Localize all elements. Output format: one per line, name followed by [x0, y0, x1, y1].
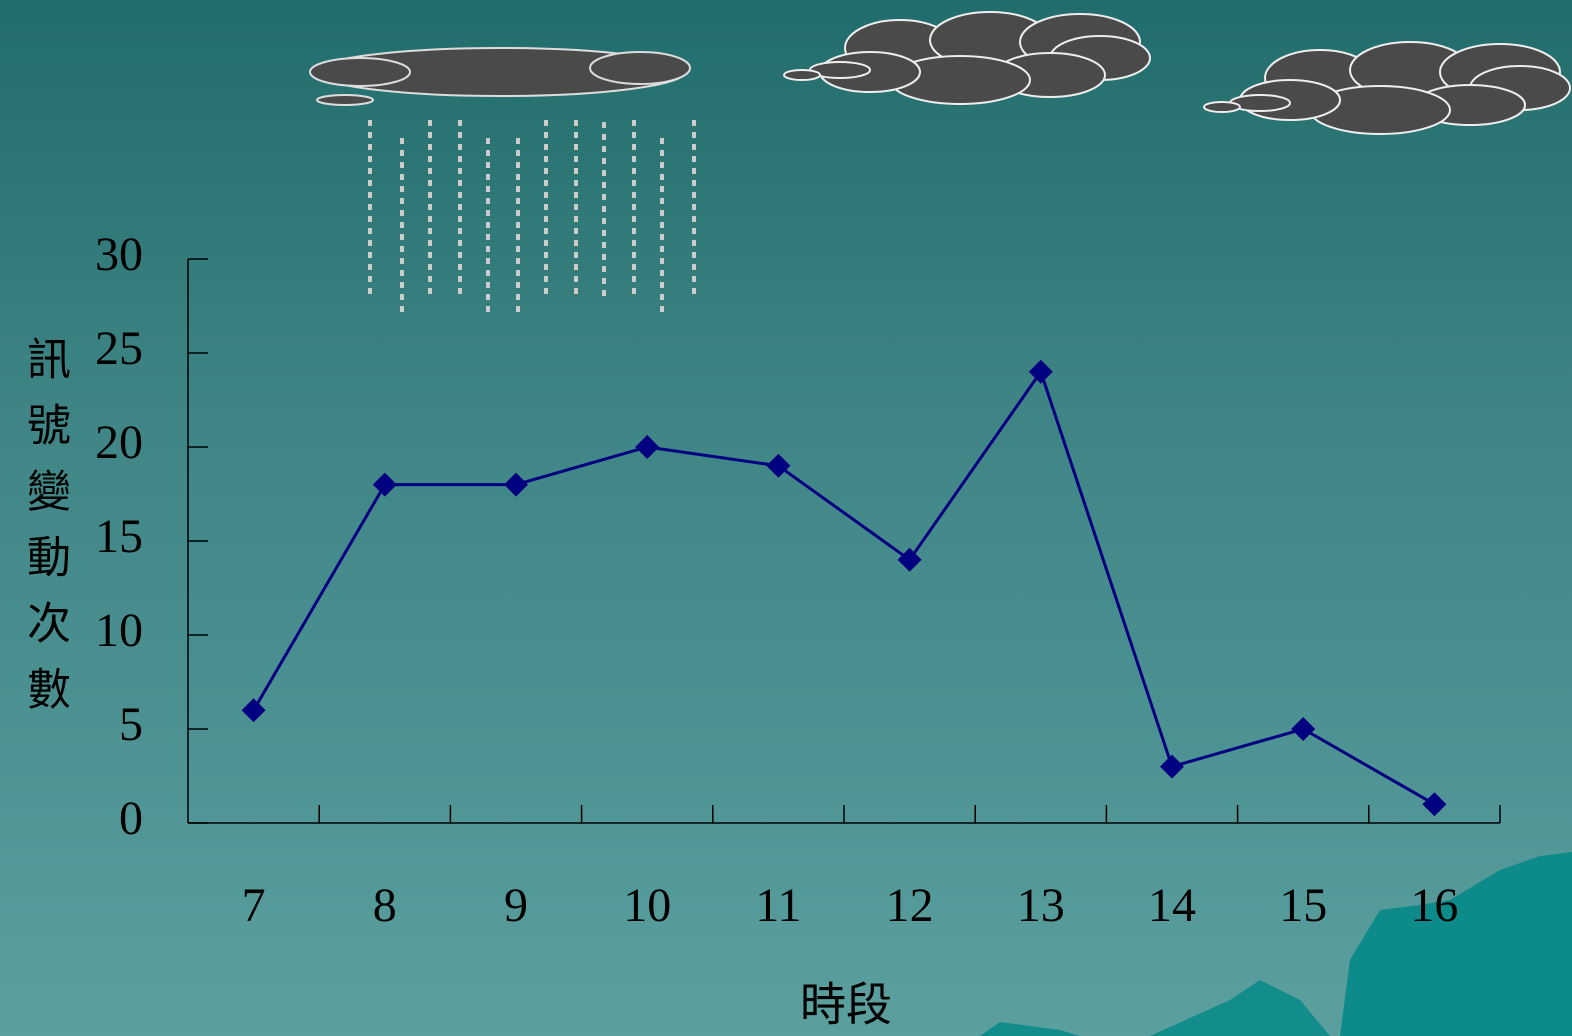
marker	[372, 472, 397, 497]
marker	[1291, 717, 1316, 741]
marker	[766, 453, 791, 478]
marker	[241, 698, 266, 723]
y-tick-label: 0	[119, 792, 143, 845]
y-tick-label: 20	[95, 416, 143, 469]
x-tick-label: 10	[623, 879, 671, 932]
x-tick-label: 8	[373, 879, 397, 932]
marker	[1422, 792, 1447, 817]
marker	[504, 472, 528, 497]
y-tick-label: 30	[95, 228, 143, 281]
x-tick-label: 13	[1017, 879, 1065, 932]
x-tick-label: 16	[1410, 879, 1458, 932]
marker	[1160, 754, 1184, 779]
y-tick-label: 15	[95, 510, 143, 563]
y-tick-label: 25	[95, 322, 143, 375]
marker	[897, 547, 922, 572]
x-tick-label: 11	[755, 879, 801, 932]
marker	[1028, 359, 1053, 384]
x-axis-title: 時段	[800, 978, 892, 1032]
decoration	[309, 11, 1572, 1036]
marker	[635, 435, 660, 459]
x-tick-label: 9	[504, 879, 528, 932]
x-tick-label: 15	[1279, 879, 1327, 932]
x-tick-label: 12	[886, 879, 934, 932]
y-tick-label: 10	[95, 604, 143, 657]
x-tick-label: 7	[242, 879, 266, 932]
y-tick-label: 5	[119, 698, 143, 751]
series-line	[252, 368, 1436, 806]
x-tick-label: 14	[1148, 879, 1196, 932]
y-axis-title: 訊號變動次數	[19, 336, 70, 732]
